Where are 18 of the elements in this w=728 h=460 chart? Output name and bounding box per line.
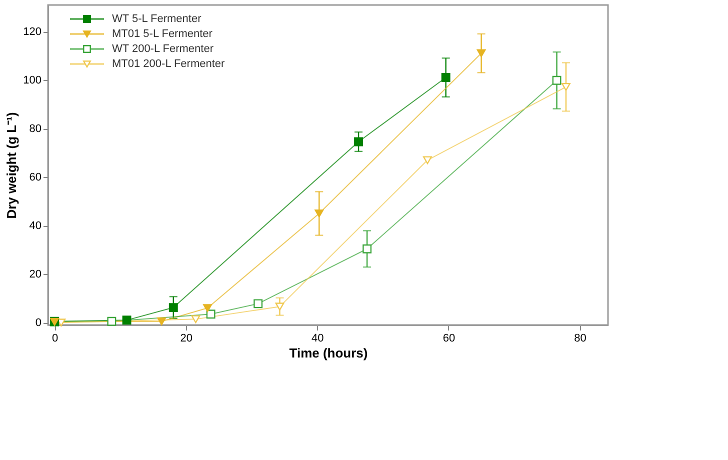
y-tick-label: 80	[29, 123, 42, 136]
y-axis-title: Dry weight (g L⁻¹)	[4, 112, 20, 219]
y-tick-label: 120	[23, 26, 42, 38]
x-tick-label: 60	[442, 332, 456, 344]
legend-label: MT01 200-L Fermenter	[112, 58, 226, 70]
y-tick-label: 60	[29, 172, 42, 184]
x-tick-label: 20	[180, 332, 192, 344]
y-tick-label: 0	[35, 317, 42, 330]
legend-label: WT 5-L Fermenter	[112, 13, 202, 25]
y-tick-label: 20	[29, 268, 42, 281]
x-tick-label: 80	[574, 332, 586, 344]
y-tick-label: 40	[29, 220, 42, 232]
x-axis-title: Time (hours)	[289, 346, 368, 360]
y-tick-label: 100	[23, 74, 42, 87]
legend-label: MT01 5-L Fermenter	[112, 28, 213, 40]
x-tick-label: 0	[52, 332, 58, 344]
legend-label: WT 200-L Fermenter	[112, 43, 214, 55]
x-tick-label: 40	[312, 332, 324, 344]
